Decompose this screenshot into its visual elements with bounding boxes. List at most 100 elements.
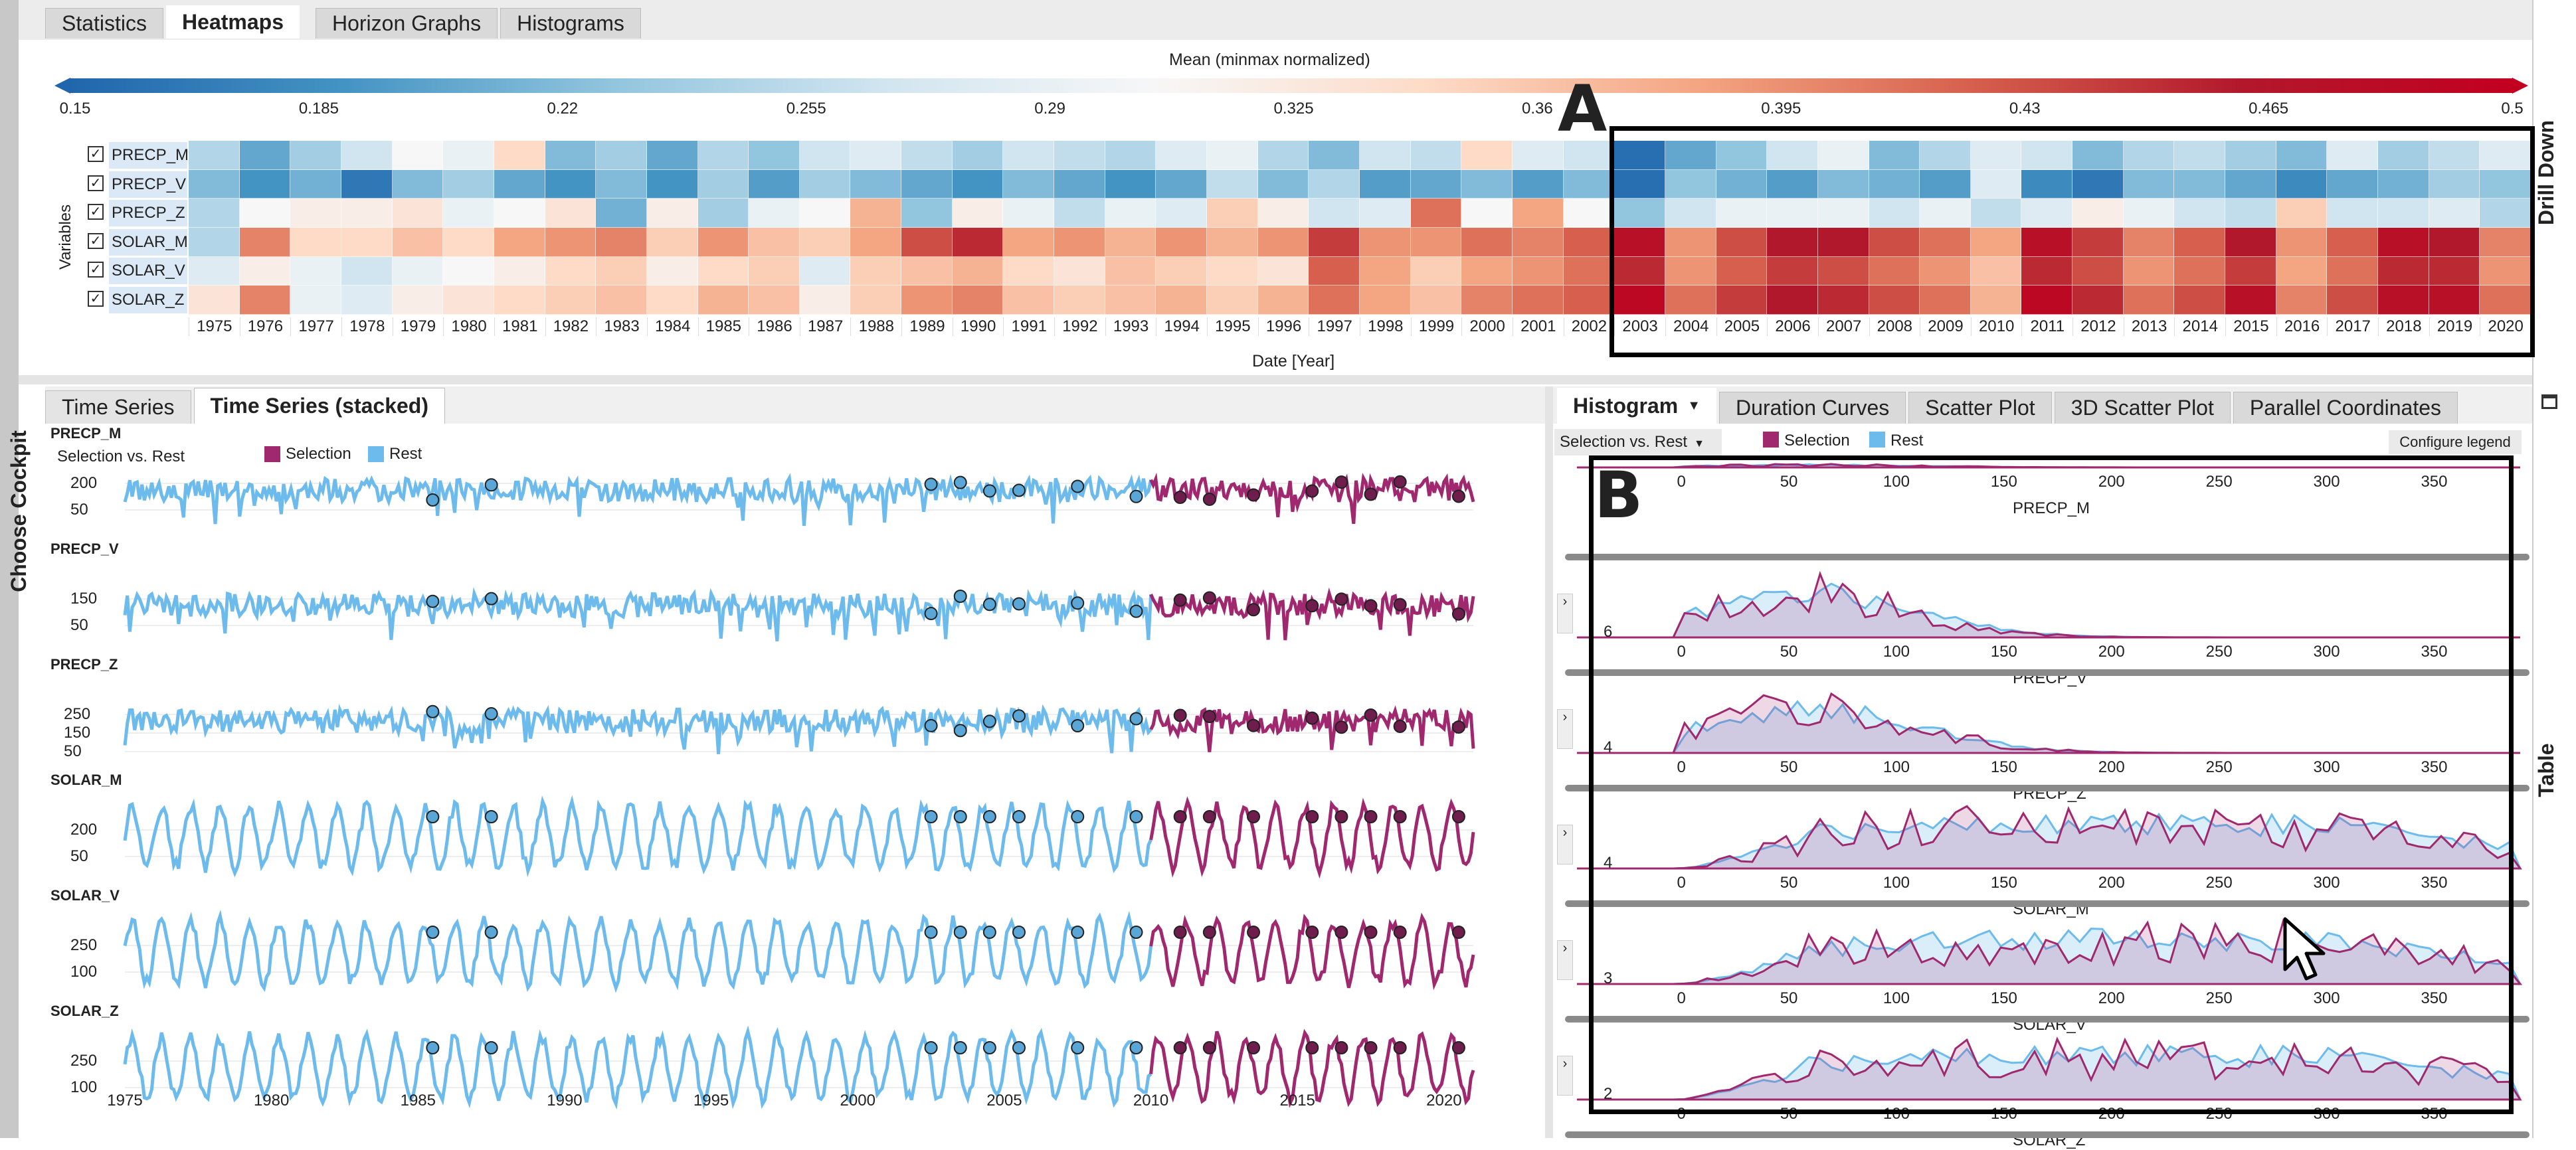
ts-marker[interactable] — [1334, 592, 1348, 606]
heatmap-cell[interactable] — [2072, 141, 2124, 170]
heatmap-cell[interactable] — [1817, 199, 1869, 228]
heatmap-cell[interactable] — [1920, 199, 1971, 228]
heatmap-cell[interactable] — [1105, 199, 1156, 228]
ts-marker[interactable] — [924, 477, 938, 491]
heatmap-cell[interactable] — [341, 141, 393, 170]
ts-marker[interactable] — [1334, 720, 1348, 734]
heatmap-cell[interactable] — [1920, 169, 1971, 199]
ts-marker[interactable] — [1173, 926, 1187, 939]
ts-marker[interactable] — [1247, 926, 1261, 939]
heatmap-cell[interactable] — [2021, 141, 2073, 170]
heatmap-cell[interactable] — [1869, 256, 1920, 286]
variable-checkbox[interactable]: ✓ — [88, 262, 104, 278]
heatmap-cell[interactable] — [443, 228, 494, 257]
heatmap-cell[interactable] — [2021, 256, 2073, 286]
ts-marker[interactable] — [1364, 926, 1378, 939]
heatmap-cell[interactable] — [1410, 141, 1462, 170]
heatmap-cell[interactable] — [494, 199, 545, 228]
heatmap-cell[interactable] — [901, 256, 953, 286]
ts-marker[interactable] — [982, 926, 996, 939]
heatmap-cell[interactable] — [1105, 228, 1156, 257]
ts-marker[interactable] — [1012, 709, 1026, 723]
heatmap-cell[interactable] — [850, 256, 902, 286]
heatmap-cell[interactable] — [392, 141, 444, 170]
expand-row-icon[interactable]: › — [1557, 1056, 1573, 1096]
heatmap-cell[interactable] — [494, 169, 545, 199]
heatmap-cell[interactable] — [2480, 199, 2531, 228]
ts-marker[interactable] — [1247, 603, 1261, 617]
heatmap-cell[interactable] — [901, 286, 953, 315]
heatmap-cell[interactable] — [1105, 286, 1156, 315]
heatmap-cell[interactable] — [545, 256, 597, 286]
heatmap-cell[interactable] — [2072, 199, 2124, 228]
heatmap-cell[interactable] — [2429, 256, 2480, 286]
ts-marker[interactable] — [1305, 711, 1319, 725]
heatmap-cell[interactable] — [2480, 228, 2531, 257]
heatmap-cell[interactable] — [1309, 199, 1360, 228]
heatmap-cell[interactable] — [596, 228, 647, 257]
heatmap-cell[interactable] — [545, 228, 597, 257]
heatmap-cell[interactable] — [596, 199, 647, 228]
ts-marker[interactable] — [1129, 1041, 1143, 1054]
ts-marker[interactable] — [1334, 926, 1348, 939]
heatmap-cell[interactable] — [1665, 169, 1716, 199]
ts-marker[interactable] — [1129, 810, 1143, 823]
heatmap-cell[interactable] — [341, 199, 393, 228]
heatmap-cell[interactable] — [341, 228, 393, 257]
heatmap-cell[interactable] — [392, 256, 444, 286]
heatmap-cell[interactable] — [952, 256, 1004, 286]
heatmap-cell[interactable] — [239, 286, 291, 315]
heatmap-cell[interactable] — [749, 228, 800, 257]
heatmap-cell[interactable] — [1105, 256, 1156, 286]
heatmap-cell[interactable] — [1156, 286, 1208, 315]
heatmap-cell[interactable] — [1257, 199, 1309, 228]
heatmap-cell[interactable] — [799, 199, 851, 228]
heatmap-cell[interactable] — [1003, 141, 1055, 170]
ts-marker[interactable] — [484, 810, 498, 823]
heatmap-cell[interactable] — [1360, 141, 1411, 170]
heatmap-cell[interactable] — [1360, 169, 1411, 199]
heatmap-cell[interactable] — [850, 228, 902, 257]
variable-checkbox[interactable]: ✓ — [88, 175, 104, 191]
heatmap-cell[interactable] — [1869, 228, 1920, 257]
heatmap-cell[interactable] — [1207, 286, 1258, 315]
heatmap-cell[interactable] — [1970, 141, 2022, 170]
heatmap-cell[interactable] — [1309, 169, 1360, 199]
heatmap-cell[interactable] — [850, 169, 902, 199]
heatmap-cell[interactable] — [1563, 286, 1615, 315]
ts-marker[interactable] — [1364, 487, 1378, 501]
variable-checkbox[interactable]: ✓ — [88, 232, 104, 249]
ts-marker[interactable] — [1071, 718, 1085, 732]
heatmap-cell[interactable] — [2378, 256, 2429, 286]
heatmap-cell[interactable] — [1920, 141, 1971, 170]
heatmap-cell[interactable] — [239, 256, 291, 286]
heatmap-cell[interactable] — [1614, 141, 1665, 170]
ts-marker[interactable] — [982, 598, 996, 612]
table-label[interactable]: Table — [2534, 743, 2558, 797]
heatmap-cell[interactable] — [1563, 199, 1615, 228]
hist-row-separator[interactable] — [1565, 669, 2530, 676]
heatmap-cell[interactable] — [2276, 286, 2328, 315]
heatmap-cell[interactable] — [799, 141, 851, 170]
variable-label[interactable]: SOLAR_M — [109, 228, 188, 256]
expand-row-icon[interactable]: › — [1557, 940, 1573, 980]
heatmap-cell[interactable] — [2378, 199, 2429, 228]
heatmap-cell[interactable] — [494, 256, 545, 286]
ts-marker[interactable] — [426, 1041, 440, 1054]
ts-marker[interactable] — [1012, 926, 1026, 939]
heatmap-cell[interactable] — [1614, 256, 1665, 286]
heatmap-cell[interactable] — [697, 228, 749, 257]
heatmap-cell[interactable] — [290, 141, 341, 170]
variable-checkbox[interactable]: ✓ — [88, 204, 104, 220]
heatmap-cell[interactable] — [850, 199, 902, 228]
ts-marker[interactable] — [1334, 475, 1348, 489]
heatmap-cell[interactable] — [596, 256, 647, 286]
heatmap-cell[interactable] — [646, 228, 698, 257]
ts-marker[interactable] — [953, 475, 967, 489]
heatmap-cell[interactable] — [1207, 169, 1258, 199]
heatmap-cell[interactable] — [443, 286, 494, 315]
heatmap-cell[interactable] — [1461, 256, 1513, 286]
ts-marker[interactable] — [1071, 1041, 1085, 1054]
heatmap-cell[interactable] — [1970, 199, 2022, 228]
heatmap-cell[interactable] — [1410, 228, 1462, 257]
